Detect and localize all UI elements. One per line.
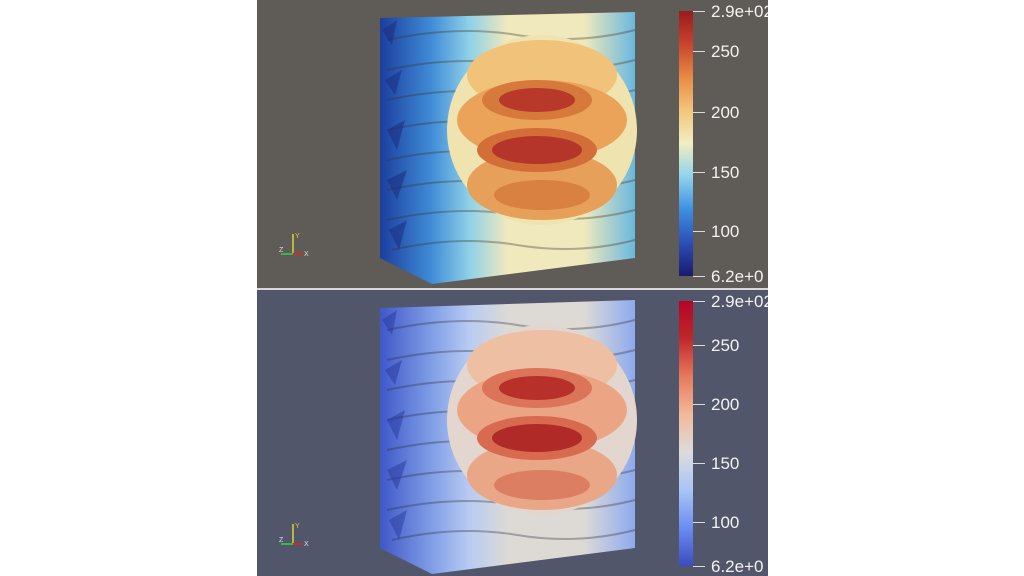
colorbar-label-200: 200 (711, 395, 740, 414)
tick-mark (693, 231, 705, 232)
axis-z-label: Z (279, 537, 284, 544)
tick-mark (693, 172, 705, 173)
colorbar-label-150: 150 (711, 163, 740, 182)
tick-mark (693, 345, 705, 346)
colorbar-label-100: 100 (711, 222, 740, 241)
tick-mark (693, 51, 705, 52)
axis-y-label: Y (295, 233, 300, 240)
colorbar-label-150: 150 (711, 454, 740, 473)
color-legend-bar-bottom (679, 301, 693, 566)
colorbar-label-min: 6.2e+0 (711, 267, 764, 286)
tick-mark (693, 463, 705, 464)
tick-mark (693, 276, 705, 277)
orientation-axes-bottom: Y X Z (271, 516, 311, 552)
tick-mark (693, 522, 705, 523)
render-view-top[interactable]: 2.9e+02 250 200 150 100 6.2e+0 Y X Z (257, 0, 768, 288)
axis-x-label: X (304, 251, 309, 258)
render-view-bottom[interactable]: 2.9e+02 250 200 150 100 6.2e+0 Y X Z (257, 290, 768, 576)
axis-z-label: Z (279, 247, 284, 254)
isosurface-render-rainbow[interactable] (257, 0, 768, 288)
tick-mark (693, 566, 705, 567)
tick-mark (693, 301, 705, 302)
colorbar-label-250: 250 (711, 42, 740, 61)
colorbar-label-max: 2.9e+02 (711, 2, 768, 21)
color-legend-bar-top (679, 11, 693, 276)
tick-mark (693, 404, 705, 405)
tick-mark (693, 11, 705, 12)
tick-mark (693, 112, 705, 113)
axis-y-label: Y (295, 523, 300, 530)
colorbar-label-250: 250 (711, 336, 740, 355)
colorbar-label-min: 6.2e+0 (711, 557, 764, 576)
orientation-axes-top: Y X Z (271, 226, 311, 262)
colorbar-label-100: 100 (711, 513, 740, 532)
axis-x-label: X (304, 541, 309, 548)
isosurface-render-cool-warm[interactable] (257, 290, 768, 576)
colorbar-label-200: 200 (711, 103, 740, 122)
colorbar-label-max: 2.9e+02 (711, 292, 768, 311)
view-divider[interactable] (257, 288, 768, 290)
